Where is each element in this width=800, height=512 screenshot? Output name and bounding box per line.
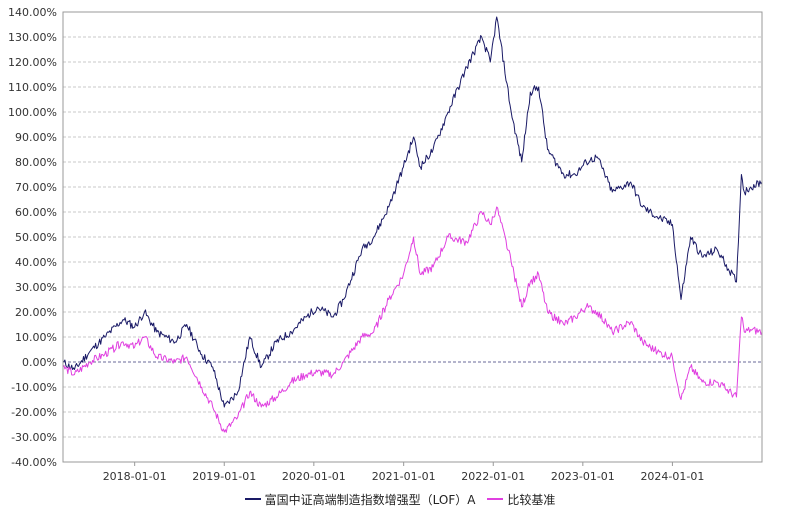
y-tick-label: 60.00% bbox=[15, 206, 57, 219]
y-tick-label: 140.00% bbox=[8, 6, 57, 19]
y-tick-label: 30.00% bbox=[15, 281, 57, 294]
legend: 富国中证高端制造指数增强型（LOF）A 比较基准 bbox=[0, 489, 800, 508]
y-axis: 140.00% 130.00% 120.00% 110.00% 100.00% 90.00… bbox=[8, 6, 57, 469]
y-tick-label: 80.00% bbox=[15, 156, 57, 169]
x-tick-label: 2022-01-01 bbox=[461, 470, 525, 483]
legend-swatch-fund bbox=[244, 498, 261, 500]
y-tick-label: 40.00% bbox=[15, 256, 57, 269]
x-tick-label: 2020-01-01 bbox=[282, 470, 346, 483]
y-tick-label: -20.00% bbox=[11, 406, 57, 419]
series-line-benchmark bbox=[62, 206, 763, 433]
y-tick-label: -30.00% bbox=[11, 431, 57, 444]
series-layer bbox=[62, 16, 763, 433]
x-tick-label: 2018-01-01 bbox=[103, 470, 167, 483]
legend-item-benchmark: 比较基准 bbox=[487, 491, 555, 508]
y-tick-label: 110.00% bbox=[8, 81, 57, 94]
y-tick-label: 0.00% bbox=[22, 356, 57, 369]
y-tick-label: 70.00% bbox=[15, 181, 57, 194]
y-tick-label: 20.00% bbox=[15, 306, 57, 319]
x-axis: 2018-01-01 2019-01-01 2020-01-01 2021-01-01… bbox=[103, 462, 704, 483]
y-tick-label: 90.00% bbox=[15, 131, 57, 144]
y-tick-label: 100.00% bbox=[8, 106, 57, 119]
plot-frame bbox=[62, 11, 763, 463]
y-tick-label: 120.00% bbox=[8, 56, 57, 69]
y-tick-label: -40.00% bbox=[11, 456, 57, 469]
legend-label-benchmark: 比较基准 bbox=[507, 492, 556, 507]
grid bbox=[63, 11, 762, 463]
x-tick-label: 2023-01-01 bbox=[551, 470, 615, 483]
legend-label-fund: 富国中证高端制造指数增强型（LOF）A bbox=[264, 492, 476, 507]
x-tick-label: 2021-01-01 bbox=[372, 470, 436, 483]
series-line-fund bbox=[62, 16, 763, 408]
y-tick-label: -10.00% bbox=[11, 381, 57, 394]
y-tick-label: 130.00% bbox=[8, 31, 57, 44]
x-tick-label: 2019-01-01 bbox=[192, 470, 256, 483]
legend-swatch-benchmark bbox=[487, 498, 504, 500]
y-tick-label: 10.00% bbox=[15, 331, 57, 344]
x-tick-label: 2024-01-01 bbox=[640, 470, 704, 483]
legend-item-fund: 富国中证高端制造指数增强型（LOF）A bbox=[244, 491, 476, 508]
y-tick-label: 50.00% bbox=[15, 231, 57, 244]
